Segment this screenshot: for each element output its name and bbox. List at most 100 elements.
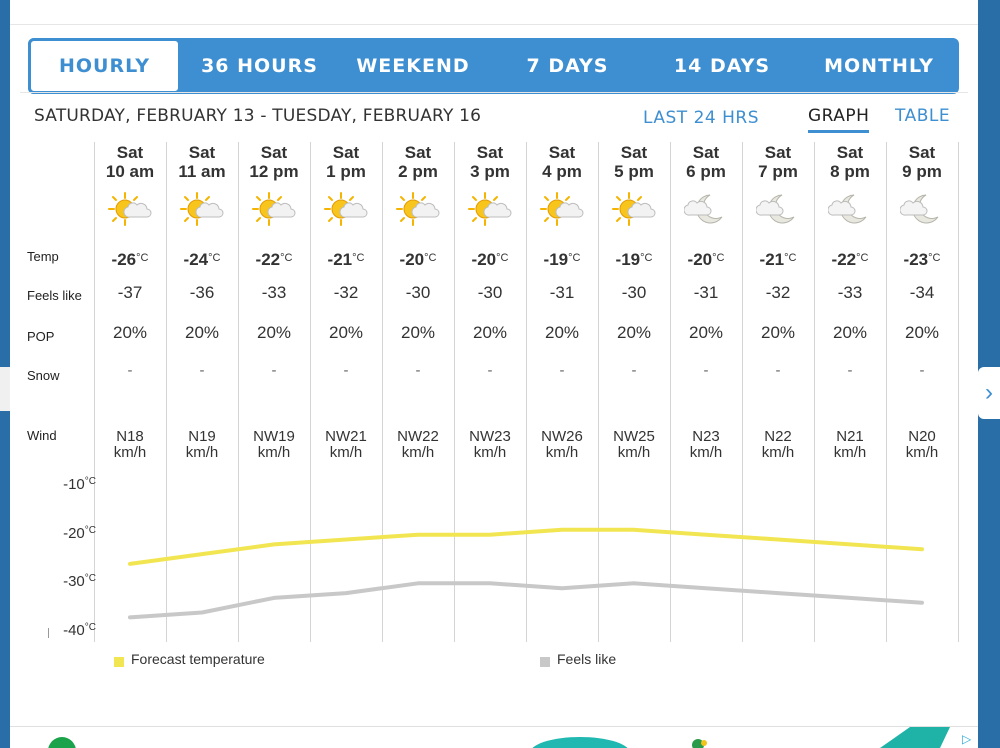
wind-speed: N18	[116, 428, 144, 445]
hour-column: Sat 11 am	[166, 143, 238, 229]
temp-unit: °C	[424, 252, 437, 264]
temperature-point	[345, 538, 347, 541]
sun-cloud-icon	[108, 189, 152, 229]
sun-cloud-icon	[252, 189, 296, 229]
hour-day: Sat	[836, 143, 864, 162]
graph-view-tab[interactable]: GRAPH	[808, 106, 870, 133]
tab-hourly[interactable]: HOURLY	[28, 38, 181, 94]
temp-unit: °C	[352, 252, 365, 264]
forecast-card: HOURLY 36 HOURS WEEKEND 7 DAYS 14 DAYS MONTHL…	[10, 0, 978, 748]
temperature-chart	[128, 527, 924, 620]
feels-like-value: -30	[405, 283, 431, 302]
wind-value: NW23 km/h	[454, 429, 526, 461]
row-label-pop: POP	[27, 329, 55, 344]
hour-day: Sat	[908, 143, 936, 162]
column-divider	[742, 142, 743, 642]
temp-number: -22	[831, 250, 857, 269]
temp-unit: °C	[712, 252, 725, 264]
temperature-point	[633, 528, 635, 531]
temp-unit: °C	[496, 252, 509, 264]
hour-time: 7 pm	[758, 162, 798, 181]
temp-number: -26	[111, 250, 137, 269]
feels-like-line	[128, 581, 924, 620]
divider	[10, 24, 978, 25]
snow-value: -	[559, 362, 565, 379]
last-24-hrs-link[interactable]: LAST 24 HRS	[643, 108, 759, 128]
tab-monthly[interactable]: MONTHLY	[824, 55, 934, 77]
temperature-point	[921, 548, 923, 551]
hour-column: Sat 6 pm	[670, 143, 742, 229]
temp-value: -21°C	[742, 250, 814, 270]
hour-time: 12 pm	[249, 162, 299, 181]
wind-speed: N22	[764, 428, 792, 445]
feels-like-point	[345, 592, 347, 595]
hour-day: Sat	[332, 143, 360, 162]
wind-value: NW19 km/h	[238, 429, 310, 461]
y-tick-unit: °C	[84, 622, 96, 633]
tab-7-days[interactable]: 7 DAYS	[526, 55, 609, 77]
table-view-tab[interactable]: TABLE	[895, 106, 951, 126]
y-tick-value: -30	[63, 573, 85, 591]
ad-banner[interactable]: ▷	[10, 726, 978, 748]
temp-value: -26°C	[94, 250, 166, 270]
hour-day: Sat	[404, 143, 432, 162]
feels-like-point	[777, 592, 779, 595]
feels-like-point	[489, 582, 491, 585]
hour-time: 8 pm	[830, 162, 870, 181]
wind-speed: N19	[188, 428, 216, 445]
moon-cloud-icon	[827, 189, 872, 229]
forecast-temperature-line	[128, 527, 924, 566]
wind-unit: km/h	[473, 444, 507, 461]
column-divider	[670, 142, 671, 642]
wind-speed: NW19	[253, 428, 295, 445]
legend-swatch-feels-like	[540, 657, 550, 667]
wind-unit: km/h	[617, 444, 651, 461]
next-arrow-icon[interactable]: ›	[978, 367, 1000, 419]
wind-unit: km/h	[401, 444, 435, 461]
temp-unit: °C	[280, 252, 293, 264]
temp-number: -20	[687, 250, 713, 269]
tab-36-hours[interactable]: 36 HOURS	[201, 55, 318, 77]
temperature-point	[273, 543, 275, 546]
snow-value: -	[415, 362, 421, 379]
pop-value: 20%	[616, 323, 652, 342]
column-divider	[958, 142, 959, 642]
y-tick-value: -40	[63, 622, 85, 639]
hour-time: 9 pm	[902, 162, 942, 181]
hour-time: 2 pm	[398, 162, 438, 181]
moon-cloud-icon	[899, 189, 944, 229]
y-tick-unit: °C	[84, 524, 96, 536]
wind-value: N18 km/h	[94, 429, 166, 461]
hour-day: Sat	[260, 143, 288, 162]
feels-like-value: -31	[549, 283, 575, 302]
wind-value: NW21 km/h	[310, 429, 382, 461]
temp-value: -24°C	[166, 250, 238, 270]
hour-column: Sat 8 pm	[814, 143, 886, 229]
temp-value: -22°C	[238, 250, 310, 270]
temp-value: -20°C	[454, 250, 526, 270]
y-tick-unit: °C	[84, 476, 96, 487]
tab-14-days[interactable]: 14 DAYS	[673, 55, 771, 77]
wind-value: N20 km/h	[886, 429, 958, 461]
temp-unit: °C	[928, 252, 941, 264]
wind-unit: km/h	[833, 444, 867, 461]
pop-value: 20%	[832, 323, 868, 342]
temp-number: -24	[183, 250, 209, 269]
y-tick-value: -10	[63, 476, 85, 493]
wind-unit: km/h	[329, 444, 363, 461]
column-divider	[238, 142, 239, 642]
wind-value: N21 km/h	[814, 429, 886, 461]
temp-number: -21	[759, 250, 785, 269]
hour-column: Sat 12 pm	[238, 143, 310, 229]
tab-weekend[interactable]: WEEKEND	[356, 55, 470, 77]
pop-value: 20%	[472, 323, 508, 342]
column-divider	[94, 142, 95, 642]
feels-like-value: -34	[909, 283, 935, 302]
temp-unit: °C	[640, 252, 653, 264]
sun-cloud-icon	[396, 189, 440, 229]
prev-arrow[interactable]	[0, 367, 10, 411]
hour-day: Sat	[764, 143, 792, 162]
hour-day: Sat	[116, 143, 144, 162]
y-axis-tick	[48, 628, 49, 638]
temp-value: -23°C	[886, 250, 958, 270]
